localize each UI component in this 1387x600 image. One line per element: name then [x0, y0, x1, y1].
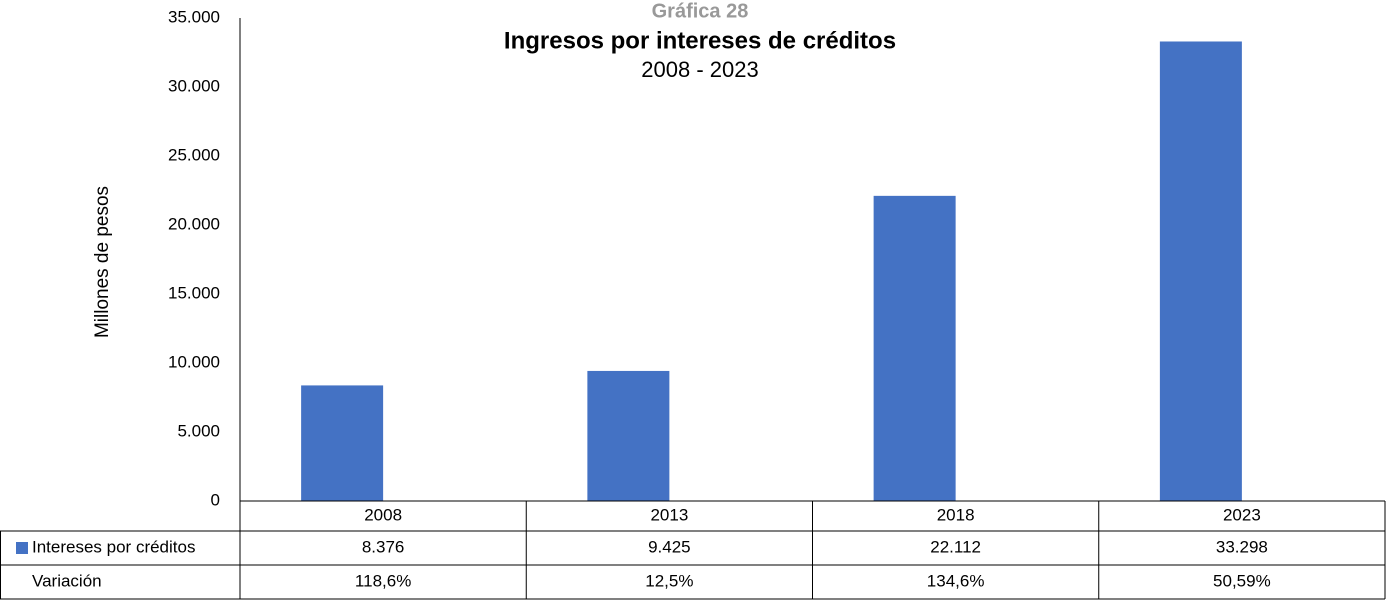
chart-subtitle: 2008 - 2023: [641, 57, 758, 82]
legend-label: Intereses por créditos: [32, 537, 195, 556]
data-label: 8.376: [362, 537, 405, 556]
variation-cell: 12,5%: [645, 571, 693, 590]
variation-cell: 50,59%: [1213, 571, 1271, 590]
variation-cell: 134,6%: [927, 571, 985, 590]
variation-cell: 118,6%: [355, 571, 411, 590]
y-tick-label: 0: [211, 490, 220, 509]
bar: [301, 385, 384, 501]
bar: [873, 195, 956, 501]
y-tick-label: 35.000: [168, 7, 220, 26]
chart-supertitle: Gráfica 28: [652, 0, 749, 22]
y-tick-label: 30.000: [168, 76, 220, 95]
y-tick-label: 25.000: [168, 145, 220, 164]
legend-swatch: [16, 542, 28, 554]
data-label: 9.425: [648, 537, 691, 556]
bar: [587, 370, 670, 501]
y-tick-label: 20.000: [168, 214, 220, 233]
x-tick-label: 2018: [937, 505, 975, 524]
y-axis-label: Millones de pesos: [92, 186, 113, 338]
bar: [1159, 41, 1242, 501]
x-tick-label: 2008: [364, 505, 402, 524]
chart-title: Ingresos por intereses de créditos: [504, 27, 896, 54]
x-tick-label: 2023: [1223, 505, 1261, 524]
data-label: 22.112: [930, 537, 981, 556]
y-tick-label: 15.000: [168, 283, 220, 302]
y-tick-label: 10.000: [168, 352, 220, 371]
x-tick-label: 2013: [650, 505, 688, 524]
row-label: Variación: [32, 571, 102, 590]
y-tick-label: 5.000: [177, 421, 220, 440]
data-label: 33.298: [1216, 537, 1268, 556]
